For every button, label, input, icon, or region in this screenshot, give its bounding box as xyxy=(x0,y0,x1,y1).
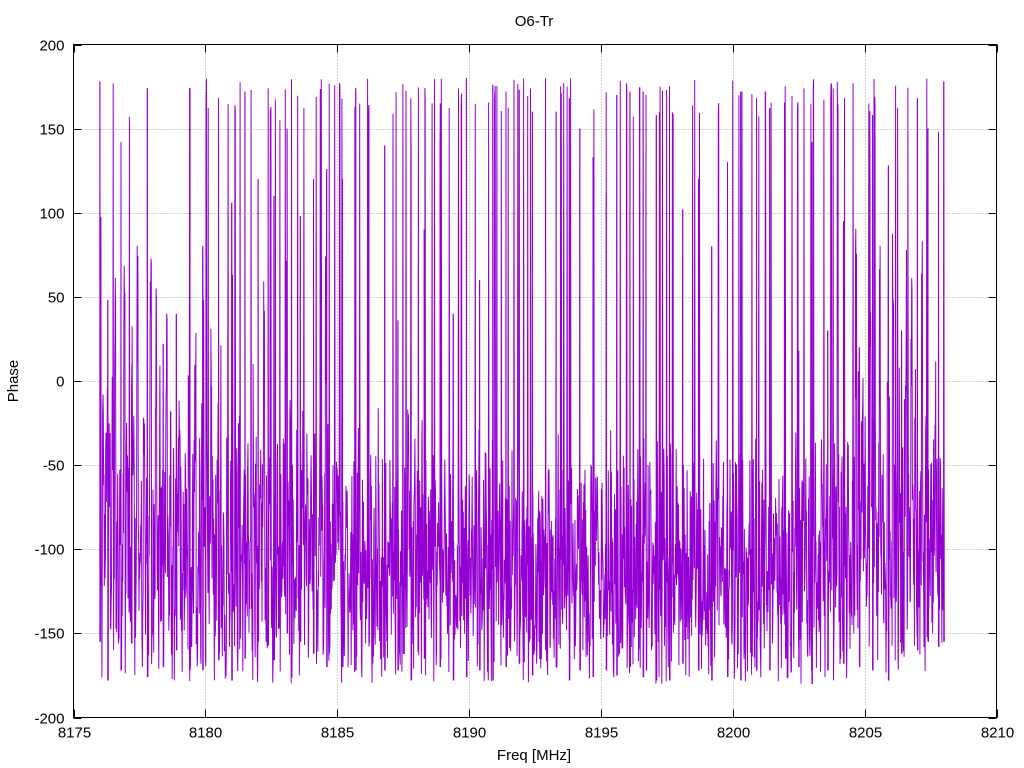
x-tick-label: 8175 xyxy=(58,725,91,742)
y-tick-label: 100 xyxy=(39,206,64,223)
phase-series-line xyxy=(99,78,945,684)
x-tick-label: 8205 xyxy=(849,725,882,742)
y-tick-label: -150 xyxy=(34,626,64,643)
x-tick-label: 8190 xyxy=(453,725,486,742)
y-tick-label: 150 xyxy=(39,122,64,139)
x-tick-label: 8210 xyxy=(981,725,1014,742)
y-tick-label: -50 xyxy=(43,458,65,475)
x-tick-label: 8200 xyxy=(717,725,750,742)
x-tick-labels: 8175 8180 8185 8190 8195 8200 8205 8210 xyxy=(58,725,1014,742)
y-tick-label: 200 xyxy=(39,38,64,55)
x-axis-label: Freq [MHz] xyxy=(497,747,571,764)
axis-ticks xyxy=(73,44,998,719)
y-tick-label: -200 xyxy=(34,711,64,728)
x-tick-label: 8185 xyxy=(321,725,354,742)
data-series xyxy=(99,78,945,684)
y-tick-label: 50 xyxy=(48,290,65,307)
x-tick-label: 8180 xyxy=(189,725,222,742)
chart-title: O6-Tr xyxy=(515,13,554,30)
y-tick-labels: -200 -150 -100 -50 0 50 100 150 200 xyxy=(34,38,64,728)
y-tick-label: -100 xyxy=(34,542,64,559)
x-tick-label: 8195 xyxy=(585,725,618,742)
y-axis-label: Phase xyxy=(5,360,22,403)
y-tick-label: 0 xyxy=(56,374,64,391)
